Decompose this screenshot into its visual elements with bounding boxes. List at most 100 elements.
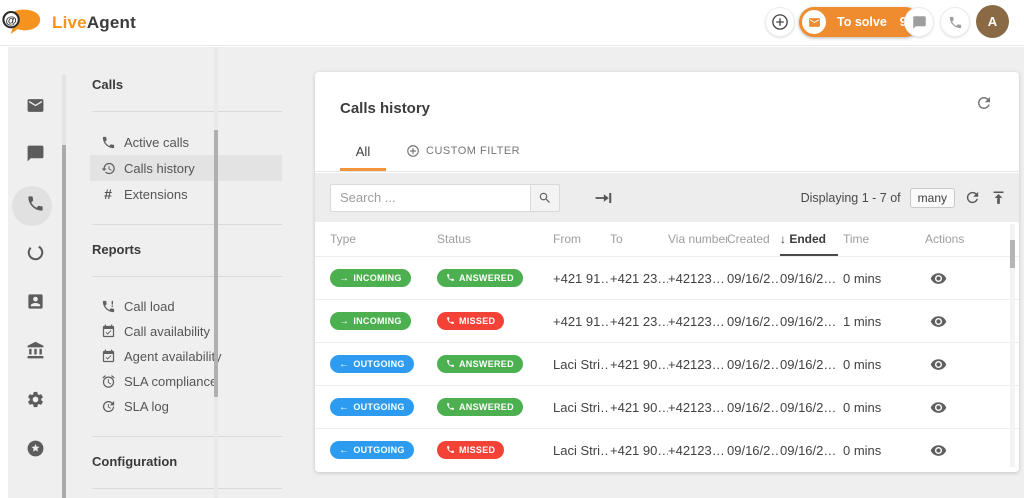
column-header-created[interactable]: Created bbox=[727, 222, 780, 256]
column-header-actions[interactable]: Actions bbox=[920, 222, 1015, 256]
arrow-right-icon: → bbox=[339, 316, 349, 327]
view-call-button[interactable] bbox=[930, 399, 947, 416]
sidebar-item-sla-log[interactable]: SLA log bbox=[90, 394, 282, 419]
search-input[interactable] bbox=[330, 184, 530, 212]
cell-time: 0 mins bbox=[843, 271, 920, 286]
rail-item-gear[interactable] bbox=[22, 389, 48, 415]
chats-button[interactable] bbox=[904, 7, 934, 37]
sidebar-item-extensions[interactable]: #Extensions bbox=[90, 181, 282, 207]
column-header-status[interactable]: Status bbox=[437, 222, 553, 256]
user-avatar[interactable]: A bbox=[976, 5, 1009, 38]
rail-item-phone[interactable] bbox=[22, 193, 48, 219]
column-header-time[interactable]: Time bbox=[843, 222, 920, 256]
cell-via-number: +42123… bbox=[668, 271, 727, 286]
history-icon bbox=[100, 160, 116, 176]
table-scrollbar-thumb[interactable] bbox=[1010, 240, 1015, 268]
sidebar-item-label: SLA log bbox=[124, 399, 169, 414]
page-title: Calls history bbox=[340, 100, 430, 117]
cell-to: +421 90… bbox=[610, 400, 668, 415]
rail-item-chat[interactable] bbox=[22, 143, 48, 169]
sidebar-item-call-load[interactable]: Call load bbox=[90, 294, 282, 319]
tab-all[interactable]: All bbox=[340, 131, 386, 171]
sidebar-item-sla-compliance[interactable]: SLA compliance bbox=[90, 369, 282, 394]
call-type-badge: ←OUTGOING bbox=[330, 441, 414, 459]
calendar-check-icon bbox=[100, 349, 116, 365]
sidebar-item-call-availability[interactable]: Call availability bbox=[90, 319, 282, 344]
cell-from: Laci Stri… bbox=[553, 443, 610, 458]
column-header-to[interactable]: To bbox=[610, 222, 668, 256]
sidebar-item-active-calls[interactable]: Active calls bbox=[90, 129, 282, 155]
add-button[interactable] bbox=[765, 7, 795, 37]
calls-history-card: Calls history All CUSTOM FILTER bbox=[315, 72, 1019, 472]
tab-all-label: All bbox=[356, 144, 370, 159]
rail-scrollbar[interactable] bbox=[62, 75, 66, 498]
call-type-badge: →INCOMING bbox=[330, 312, 411, 330]
nav-scrollbar[interactable] bbox=[214, 47, 218, 498]
call-row[interactable]: ←OUTGOINGMISSEDLaci Stri…+421 90…+42123…… bbox=[315, 428, 1019, 471]
cell-from: Laci Stri… bbox=[553, 400, 610, 415]
call-row[interactable]: ←OUTGOINGANSWEREDLaci Stri…+421 90…+4212… bbox=[315, 342, 1019, 385]
scroll-to-top-button[interactable] bbox=[990, 189, 1007, 206]
cell-ended: 09/16/2… bbox=[780, 400, 843, 415]
table-scrollbar[interactable] bbox=[1010, 224, 1015, 467]
call-type-badge: ←OUTGOING bbox=[330, 355, 414, 373]
column-header-via-number[interactable]: Via number bbox=[668, 222, 727, 256]
cell-ended: 09/16/2… bbox=[780, 271, 843, 286]
calls-button[interactable] bbox=[940, 7, 970, 37]
call-status-badge: MISSED bbox=[437, 441, 504, 459]
call-row[interactable]: →INCOMINGMISSED+421 91…+421 23…+42123…09… bbox=[315, 299, 1019, 342]
refresh-icon bbox=[975, 94, 993, 112]
total-count-chip[interactable]: many bbox=[910, 188, 955, 208]
call-row[interactable]: ←OUTGOINGANSWEREDLaci Stri…+421 90…+4212… bbox=[315, 385, 1019, 428]
cell-from: Laci Stri… bbox=[553, 357, 610, 372]
sidebar-item-label: Call availability bbox=[124, 324, 210, 339]
rail-item-mail[interactable] bbox=[22, 95, 48, 121]
calendar-check-icon bbox=[100, 324, 116, 340]
rail-scrollbar-thumb[interactable] bbox=[62, 145, 66, 498]
cell-to: +421 90… bbox=[610, 357, 668, 372]
column-header-type[interactable]: Type bbox=[330, 222, 437, 256]
rail-item-contact-card[interactable] bbox=[22, 291, 48, 317]
nav-item-list: Call load Call availability Agent availabi… bbox=[90, 294, 282, 419]
call-row[interactable]: →INCOMINGANSWERED+421 91…+421 23…+42123…… bbox=[315, 256, 1019, 299]
eye-icon bbox=[930, 447, 947, 459]
cell-from: +421 91… bbox=[553, 271, 610, 286]
reload-list-button[interactable] bbox=[964, 189, 981, 206]
tab-custom-filter[interactable]: CUSTOM FILTER bbox=[400, 131, 526, 171]
nav-divider bbox=[92, 224, 282, 225]
column-header-from[interactable]: From bbox=[553, 222, 610, 256]
expand-filter-button[interactable] bbox=[593, 188, 613, 208]
bank-icon bbox=[26, 341, 45, 365]
column-header-ended[interactable]: ↓ Ended bbox=[780, 222, 843, 256]
view-call-button[interactable] bbox=[930, 356, 947, 373]
rail-item-bank[interactable] bbox=[22, 340, 48, 366]
nav-scrollbar-thumb[interactable] bbox=[214, 130, 218, 397]
sidebar-item-calls-history[interactable]: Calls history bbox=[90, 155, 282, 181]
chat-icon bbox=[912, 15, 927, 30]
sidebar-item-agent-availability[interactable]: Agent availability bbox=[90, 344, 282, 369]
view-call-button[interactable] bbox=[930, 270, 947, 287]
chat-icon bbox=[26, 144, 45, 168]
cell-created: 09/16/2… bbox=[727, 443, 780, 458]
arrow-right-icon: → bbox=[339, 273, 349, 284]
mail-icon bbox=[26, 96, 45, 120]
sort-arrow-down-icon: ↓ bbox=[780, 232, 789, 246]
call-status-badge: MISSED bbox=[437, 312, 504, 330]
displaying-label: Displaying 1 - 7 of bbox=[801, 191, 901, 205]
eye-icon bbox=[930, 318, 947, 330]
active-tab-underline bbox=[340, 168, 386, 171]
cell-via-number: +42123… bbox=[668, 400, 727, 415]
cell-created: 09/16/2… bbox=[727, 271, 780, 286]
phone-icon bbox=[446, 316, 459, 327]
rail-item-ring[interactable] bbox=[22, 242, 48, 268]
rail-item-star[interactable] bbox=[22, 438, 48, 464]
to-solve-label: To solve bbox=[837, 15, 887, 29]
search-button[interactable] bbox=[530, 184, 560, 212]
top-bar: @ LiveAgent To solve 9 A bbox=[0, 0, 1024, 46]
sidebar-item-label: Call load bbox=[124, 299, 175, 314]
to-solve-button[interactable]: To solve 9 bbox=[799, 7, 920, 37]
tab-custom-filter-label: CUSTOM FILTER bbox=[426, 145, 520, 157]
refresh-button[interactable] bbox=[975, 94, 993, 112]
view-call-button[interactable] bbox=[930, 442, 947, 459]
view-call-button[interactable] bbox=[930, 313, 947, 330]
